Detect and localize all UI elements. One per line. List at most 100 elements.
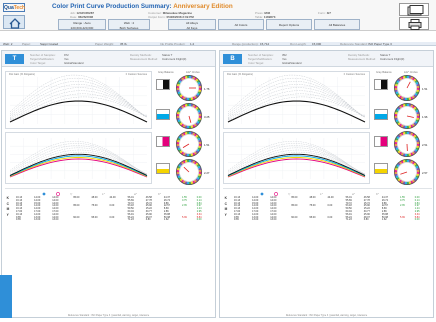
table-row: 9.65 13.00 13.00 71.23 3.80 1.62 0.00 [6,219,211,222]
dial-tick [198,117,202,121]
table-cell: 26.74 [163,198,171,202]
table-cell [73,219,91,222]
table-cell: 13.00 [34,215,41,219]
dial-tick [181,123,184,127]
table-cell: 44.00 [109,196,116,199]
table-cell: 0.00 [414,196,420,199]
window-icon [407,5,424,16]
dial-tick [176,172,180,175]
table-cell: 95.00 [73,196,80,199]
table-cell: 55.69 [127,198,134,202]
dial-tick [184,125,188,129]
dot-gain-plot [9,74,148,124]
window-button[interactable] [399,3,429,16]
dial-tick [396,108,400,111]
table-cell: 48.07 [145,215,152,219]
table-cell: 14.00 [270,201,277,205]
dial-tick [399,133,402,137]
table-row: 9.65 13.00 14.00 60.00 95.00 0.00 56.24 48.07 50… [6,215,211,220]
balances-toggle[interactable]: All Balances [314,19,360,30]
dial-tick [189,75,192,79]
tolerance-curve [228,93,366,120]
dial-tick [394,83,398,87]
print-button[interactable] [399,17,429,30]
home-button[interactable] [3,15,25,29]
info-bar: Web: 2 Paper: Sappi Coated Paper Weight:… [0,42,436,46]
dial-tick [396,164,400,167]
dial-tick [394,111,398,115]
table-cell: 16.13 [15,196,23,199]
table-cell: 27.78 [363,198,370,202]
date-field: Date: 06/26/2008 [70,15,94,19]
dial-tick [190,103,194,107]
table-cell: 44.37 [381,196,389,199]
table-cell [399,219,414,222]
table-cell: 48.00 [91,196,98,199]
dial-tick [177,147,181,151]
dial-tick [198,169,202,172]
dial-tick [400,152,404,156]
dial-tick [184,131,188,135]
range-label: Range (production): [232,42,259,46]
dot-gain-plot [227,74,366,124]
table-cell: 25.90 [145,204,152,208]
tolerance-curve [9,90,148,120]
table-cell: 48.00 [309,196,316,199]
dial-tick [176,116,180,119]
dial-tick [397,162,401,166]
table-cell: 16.13 [233,198,241,202]
dial-tick [192,124,196,128]
dial-tick [181,105,184,109]
gauge-magenta [394,131,420,157]
tolerance-curve [9,84,148,118]
dial-tick [404,131,407,135]
dial-tick [192,132,196,136]
table-cell: 9.65 [15,218,21,222]
tolerance-curve [227,87,366,119]
web-toggle[interactable]: Web : 2 Both Surfaces [108,19,150,30]
table-cell: 1.62 [163,218,169,222]
yellow-swatch [374,163,388,174]
table-cell: 59.50 [127,207,134,211]
dial-tick [400,76,404,80]
alleys-toggle[interactable]: All Alleys All Keys [168,19,216,30]
dial-tick [194,95,197,99]
gauge-value: 1.51 [422,87,428,91]
table-cell: 14.00 [34,212,41,216]
colors-toggle[interactable]: All Colors [218,19,264,30]
table-row: 16.13 14.00 14.00 95.00 75.00 0.00 53.18 25.90 2… [224,205,429,208]
dial-tick [178,149,182,152]
dial-tick [407,153,410,157]
dial-tick [404,75,407,79]
table-cell: 16.13 [15,204,23,208]
table-cell: 15.00 [34,201,41,205]
table-cell: K [6,196,9,200]
svg-text:L*: L* [320,192,324,196]
table-row: C 16.13 15.00 14.00 79.72 15.72 9.86 0.84 [6,201,211,206]
dial-tick [397,122,401,126]
dial-tick [184,97,188,101]
dial-tick [178,108,182,111]
range-toggle[interactable]: Range : Auto 220,600-420,600 [58,19,106,30]
dial-tick [400,124,404,128]
table-cell: 25.90 [363,204,370,208]
report-options-toggle[interactable]: Report Options [266,19,312,30]
table-row: M 16.13 14.00 14.00 59.50 15.22 8.69 1.24 [6,207,211,211]
table-icons: ▽ L* a* b* [38,191,198,197]
table-cell: 46.58 [363,196,370,199]
table-cell: 14.00 [252,196,259,199]
gauge-black [176,75,202,101]
magenta-swatch [374,136,388,147]
table-cell: 1.55 [399,196,405,199]
dial-tick [177,81,181,85]
table-cell: 56.24 [127,215,134,219]
table-cell: 15.00 [252,201,259,205]
ink-curve [9,156,148,177]
table-cell: 22.57 [163,204,171,208]
dial-tick [416,173,420,177]
dial-tick [397,78,401,82]
tolerance-curve [227,149,366,176]
dial-tick [400,132,404,136]
table-cell: 30.77 [145,209,152,213]
dial-tick [408,159,412,163]
